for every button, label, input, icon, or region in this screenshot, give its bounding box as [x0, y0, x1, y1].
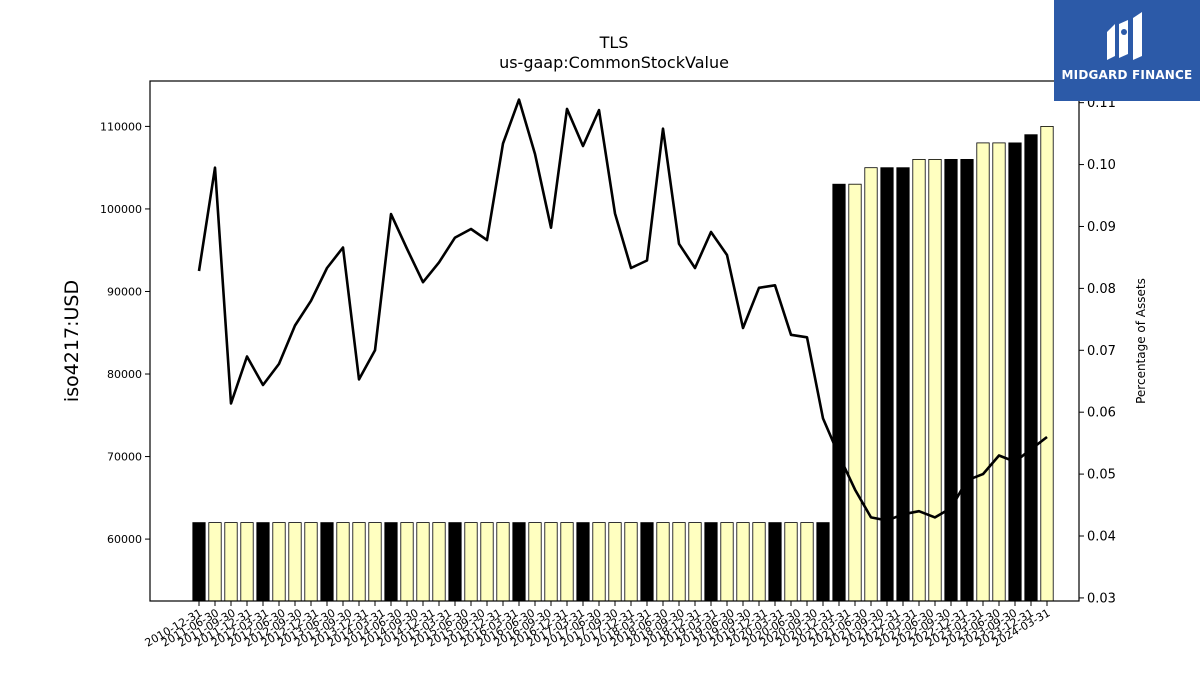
logo-mark-icon — [1107, 12, 1142, 60]
bar-2011-03-31 — [208, 522, 222, 602]
bar-2011-09-30 — [240, 522, 254, 602]
bar-2012-06-30 — [288, 522, 302, 602]
bar-2020-12-31 — [832, 183, 846, 602]
y2-tick-label-3: 0.06 — [1087, 406, 1116, 421]
bar-2014-12-31 — [448, 522, 462, 602]
brand-logo: MIDGARD FINANCE — [1054, 0, 1200, 101]
bar-2012-09-30 — [304, 522, 318, 602]
bar-2023-09-30 — [1008, 142, 1022, 602]
bar-2021-09-30 — [880, 167, 894, 602]
bar-2019-03-31 — [720, 522, 734, 602]
bar-2015-09-30 — [496, 522, 510, 602]
y2-tick-label-2: 0.05 — [1087, 468, 1116, 483]
y2-tick-label-7: 0.10 — [1087, 158, 1116, 173]
y2-tick-label-4: 0.07 — [1087, 344, 1116, 359]
bar-2021-12-31 — [896, 167, 910, 602]
bar-2015-06-30 — [480, 522, 494, 602]
y-tick-label-100000: 100000 — [100, 203, 142, 216]
bar-2015-12-31 — [512, 522, 526, 602]
bar-2018-06-30 — [672, 522, 686, 602]
bar-2014-03-31 — [400, 522, 414, 602]
y2-tick-label-1: 0.04 — [1087, 530, 1116, 545]
bar-2019-09-30 — [752, 522, 766, 602]
bar-2017-12-31 — [640, 522, 654, 602]
bar-2011-06-30 — [224, 522, 238, 602]
bar-2021-03-31 — [848, 183, 862, 602]
bar-2020-09-30 — [816, 522, 830, 602]
bar-2022-06-30 — [928, 158, 942, 602]
percentage-line — [197, 98, 1048, 522]
bar-2014-06-30 — [416, 522, 430, 602]
bars-layer — [192, 126, 1054, 602]
y-axis-right: 0.030.040.050.060.070.080.090.100.11 — [1079, 96, 1116, 606]
bar-2021-06-30 — [864, 167, 878, 602]
bar-2016-06-30 — [544, 522, 558, 602]
bar-2022-03-31 — [912, 158, 926, 602]
bar-2020-03-31 — [784, 522, 798, 602]
bar-2017-03-31 — [592, 522, 606, 602]
bar-2023-06-30 — [992, 142, 1006, 602]
y-tick-label-60000: 60000 — [107, 533, 142, 546]
bar-2018-03-31 — [656, 522, 670, 602]
bar-2017-06-30 — [608, 522, 622, 602]
bar-2015-03-31 — [464, 522, 478, 602]
bar-2018-09-30 — [688, 522, 702, 602]
bar-2016-09-30 — [560, 522, 574, 602]
bar-2012-03-31 — [272, 522, 286, 602]
chart-title: TLS — [599, 33, 629, 52]
bar-2020-06-30 — [800, 522, 814, 602]
bar-2016-03-31 — [528, 522, 542, 602]
bar-2019-12-31 — [768, 522, 782, 602]
bar-2013-03-31 — [336, 522, 350, 602]
y2-axis-label: Percentage of Assets — [1134, 278, 1148, 404]
y-tick-label-90000: 90000 — [107, 285, 142, 298]
chart-subtitle: us-gaap:CommonStockValue — [499, 53, 729, 72]
bar-2016-12-31 — [576, 522, 590, 602]
bar-2012-12-31 — [320, 522, 334, 602]
bar-2019-06-30 — [736, 522, 750, 602]
line-layer — [197, 98, 1048, 522]
bar-2013-12-31 — [384, 522, 398, 602]
y2-tick-label-6: 0.09 — [1087, 220, 1116, 235]
bar-2023-12-31 — [1024, 134, 1038, 602]
y-tick-label-110000: 110000 — [100, 120, 142, 133]
bar-2024-03-31 — [1040, 126, 1054, 602]
bar-2023-03-31 — [976, 142, 990, 602]
y-axis-left: 60000 70000 80000 90000 100000 110000 — [100, 120, 150, 546]
y-axis-label: iso4217:USD — [61, 280, 83, 402]
bar-2018-12-31 — [704, 522, 718, 602]
bar-2010-12-31 — [192, 522, 206, 602]
bar-2022-09-30 — [944, 158, 958, 602]
bar-2017-09-30 — [624, 522, 638, 602]
bar-2022-12-31 — [960, 158, 974, 602]
bar-2013-09-30 — [368, 522, 382, 602]
y2-tick-label-5: 0.08 — [1087, 282, 1116, 297]
logo-text: MIDGARD FINANCE — [1061, 68, 1193, 82]
y-tick-label-80000: 80000 — [107, 368, 142, 381]
x-axis: 2010-12-312011-06-302011-09-302011-12-31… — [143, 601, 1053, 650]
bar-2013-06-30 — [352, 522, 366, 602]
y2-tick-label-0: 0.03 — [1087, 591, 1116, 606]
bar-2014-09-30 — [432, 522, 446, 602]
bar-2011-12-31 — [256, 522, 270, 602]
y-tick-label-70000: 70000 — [107, 451, 142, 464]
